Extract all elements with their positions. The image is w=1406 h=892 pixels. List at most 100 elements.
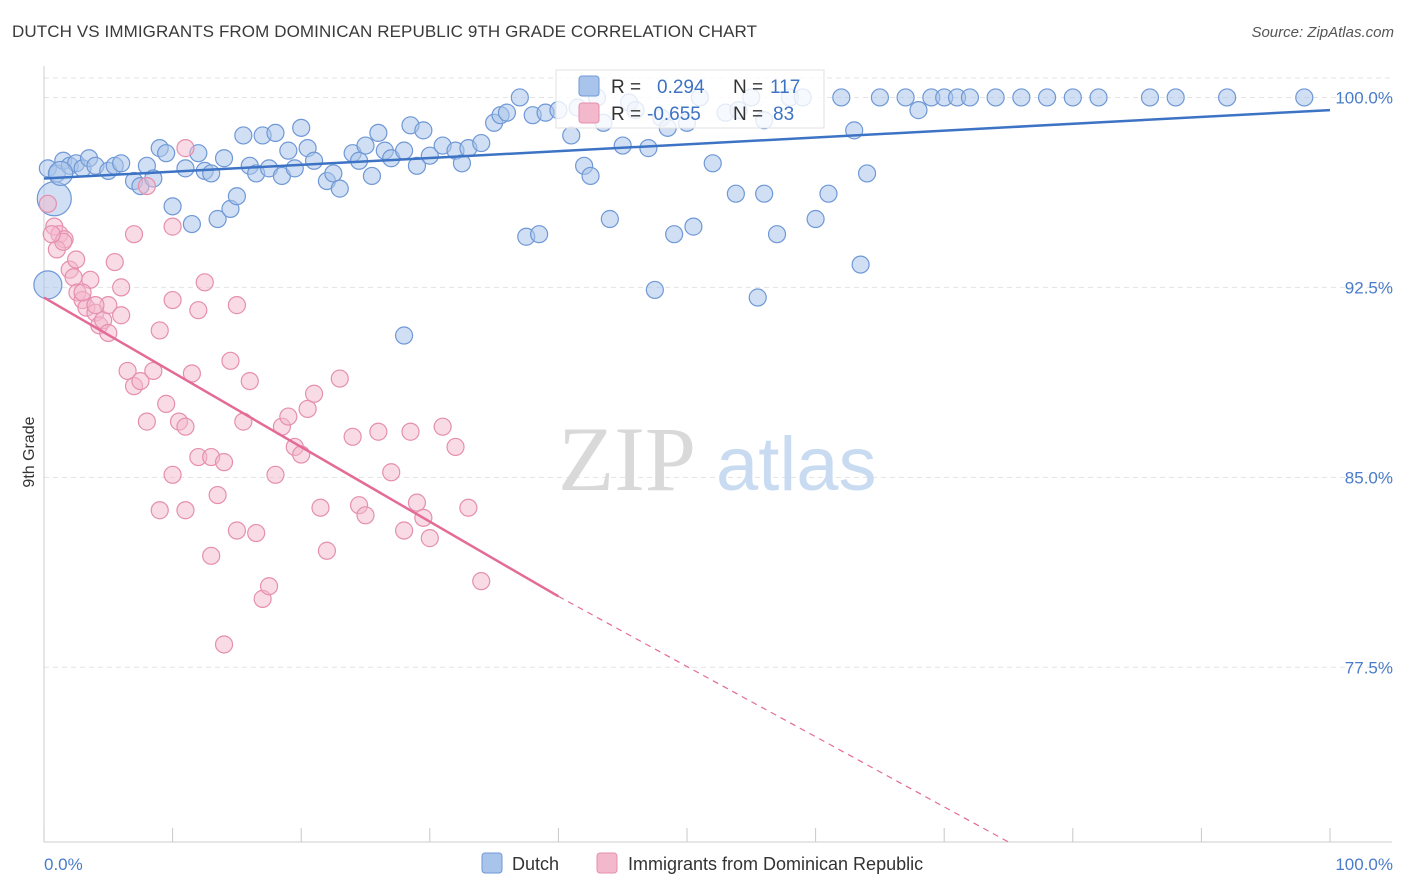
stats-legend: R = 0.294 N = 117 R = -0.655 N = 83 [555,69,825,129]
point-dominican [227,296,246,315]
point-dominican [311,498,330,517]
chart-source: Source: ZipAtlas.com [1251,24,1394,41]
point-dominican [163,465,182,484]
stats-r-value-2: -0.655 [647,104,701,125]
point-dominican [208,485,227,505]
trend-line-dominican-extension [558,595,1009,843]
point-dutch [324,164,343,183]
stats-n-label-1: N = [733,77,763,98]
point-dominican [247,523,266,543]
point-dutch [407,156,427,175]
point-dutch [767,225,787,244]
point-dominican [472,572,491,591]
point-dominican [163,290,182,310]
point-dominican [407,493,427,512]
point-dominican [266,465,285,484]
point-dominican [42,225,61,244]
point-dutch [214,149,234,168]
point-dominican [131,371,150,391]
point-dutch [806,209,825,229]
point-dutch [1037,88,1057,107]
point-dutch [909,101,928,120]
point-dominican [401,422,420,441]
point-dominican [382,463,401,482]
point-dutch [832,88,851,107]
point-dutch [755,184,774,203]
point-dutch [1166,88,1185,107]
point-dutch [986,88,1005,107]
point-dutch [639,139,658,158]
point-dutch [356,136,375,155]
point-dominican [73,283,92,302]
grid-lines: 77.5% 85.0% 92.5% 100.0% [44,77,1393,677]
stats-swatch-pink [578,102,600,124]
chart-title: DUTCH VS IMMIGRANTS FROM DOMINICAN REPUB… [12,22,758,41]
point-dutch [600,209,619,229]
point-dominican [67,250,86,269]
point-dutch [420,146,439,165]
point-dutch [285,159,304,178]
point-dominican [259,577,279,596]
point-dutch [266,123,285,143]
point-dominican [157,394,176,413]
point-dominican [202,546,221,565]
point-dutch [497,103,517,122]
point-dutch [112,154,131,173]
point-dominican [330,369,349,388]
trend-line-dominican [43,296,560,598]
trend-line-dutch [43,108,1331,180]
point-dutch [1218,88,1237,107]
point-dominican [446,437,465,457]
stats-r-value-1: 0.294 [657,77,705,98]
legend-swatch-dominican [596,852,618,874]
watermark-zip: ZIP [558,408,696,510]
series-dominican [38,139,491,654]
point-dutch-large [48,160,74,187]
point-dutch [1295,88,1314,107]
point-dutch [581,166,600,186]
point-dutch [292,118,311,137]
point-dutch [645,280,664,300]
point-dominican [137,176,156,196]
point-dominican [214,635,234,654]
point-dutch [369,123,388,143]
bottom-legend: Dutch Immigrants from Dominican Republic [481,852,923,874]
point-dominican [176,501,195,520]
point-dutch [665,225,684,244]
x-tick-label-0: 0.0% [44,855,83,874]
watermark-atlas: atlas [716,422,877,507]
point-dominican [240,371,259,391]
point-dutch [234,126,253,145]
point-dutch [163,197,182,216]
point-dutch [330,179,349,198]
point-dutch [510,88,529,107]
point-dominican [304,384,324,403]
point-dutch [208,209,227,229]
y-tick-label: 92.5% [1345,278,1393,297]
stats-n-value-1: 117 [770,77,800,98]
legend-label-dutch: Dutch [512,854,559,874]
point-dutch [896,88,915,107]
point-dominican [227,521,246,540]
y-axis-title: 9th Grade [21,416,38,487]
point-dominican [459,498,478,517]
stats-swatch-blue [578,75,600,97]
y-tick-label: 85.0% [1345,468,1393,487]
point-dutch [452,154,472,173]
point-dominican [105,252,124,272]
point-dutch [748,288,767,307]
point-dutch [394,326,414,345]
point-dominican [343,427,362,446]
point-dominican [292,445,311,464]
point-dominican [137,412,156,431]
point-dutch [202,164,221,183]
point-dutch [176,159,195,178]
point-dutch [362,166,382,186]
point-dutch [1012,88,1031,107]
stats-r-label-1: R = [611,77,641,98]
point-dutch [857,164,877,183]
watermark: ZIP atlas [558,408,877,510]
point-dominican [150,501,169,520]
point-dominican [279,407,298,426]
stats-r-label-2: R = [611,104,641,125]
